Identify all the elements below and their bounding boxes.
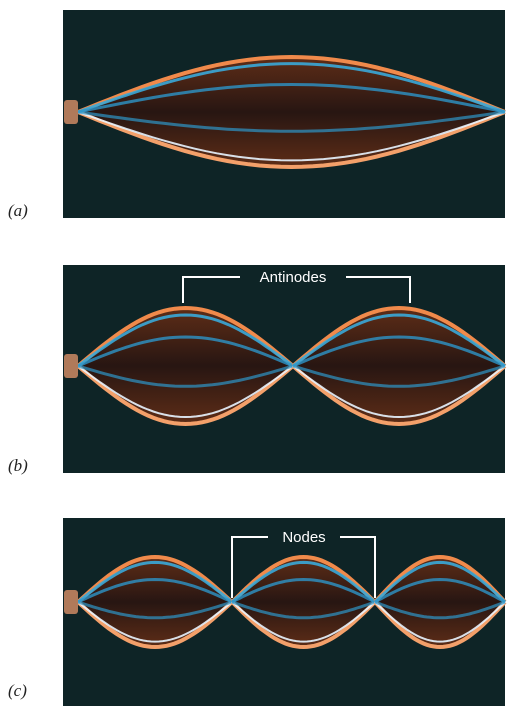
panel-label: (c) — [8, 681, 27, 700]
annotation: Antinodes — [260, 269, 327, 286]
panel-label: (b) — [8, 456, 28, 475]
panel-label: (a) — [8, 201, 28, 220]
driver — [64, 100, 78, 124]
driver — [64, 590, 78, 614]
annotation: Nodes — [282, 529, 325, 546]
driver — [64, 354, 78, 378]
figure: Antinodes Nodes (a) (b) (c) — [0, 0, 510, 714]
